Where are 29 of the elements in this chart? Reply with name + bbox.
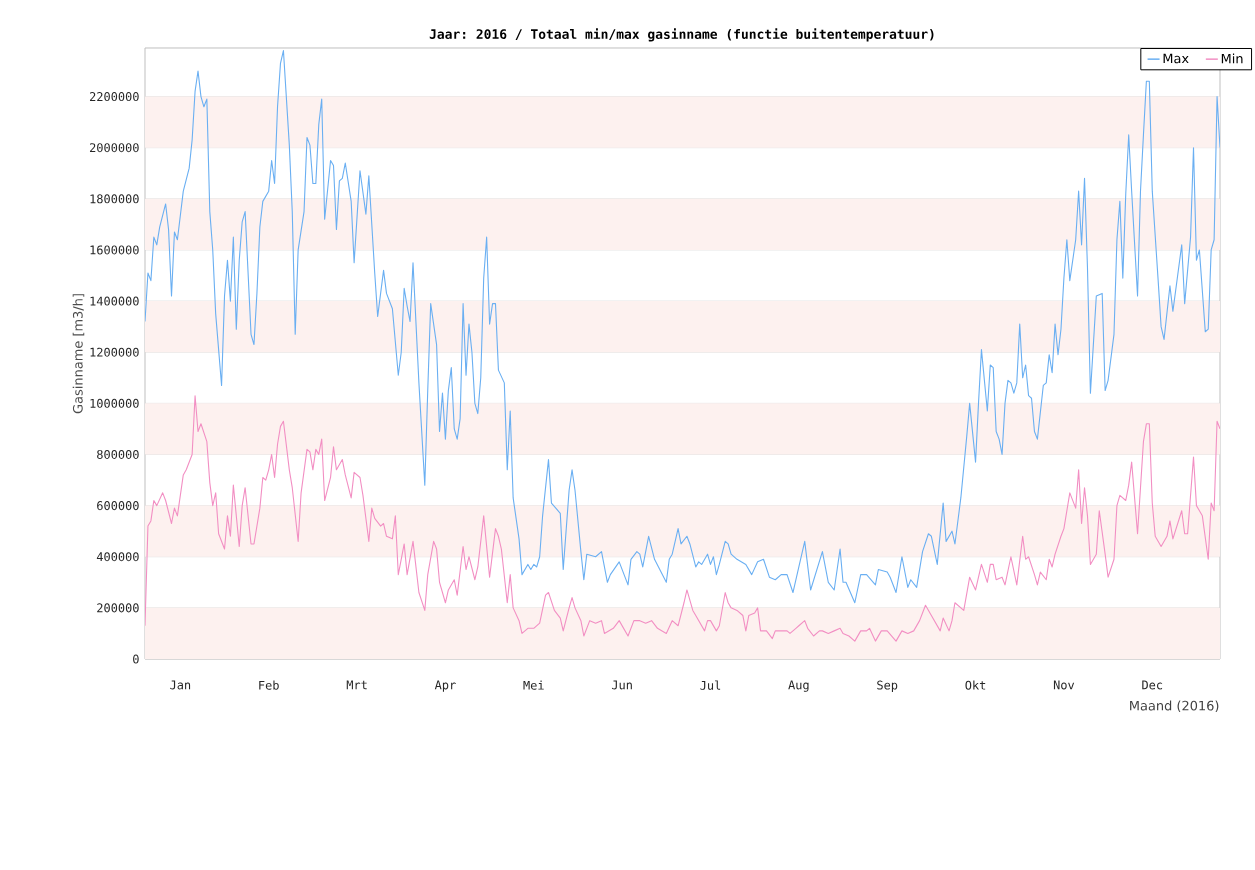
y-tick-label: 1600000 (90, 245, 139, 255)
x-tick-label: Aug (788, 680, 809, 692)
y-tick-label: 400000 (96, 552, 139, 562)
x-tick-label: Jul (700, 680, 721, 690)
y-tick-label: 1800000 (90, 194, 139, 204)
legend-label: Max (1163, 53, 1189, 64)
x-tick-label: Mrt (346, 680, 367, 690)
x-tick-label: Apr (434, 680, 456, 692)
x-tick-label: Mei (523, 680, 544, 690)
y-tick-label: 1000000 (90, 398, 139, 408)
x-tick-label: Jan (170, 680, 191, 690)
x-tick-label: Okt (965, 680, 986, 690)
x-tick-label: Dec (1142, 680, 1163, 690)
y-tick-label: 1400000 (90, 296, 139, 306)
x-tick-label: Jun (611, 680, 632, 690)
x-tick-label: Sep (877, 680, 898, 692)
y-tick-label: 0 (133, 654, 139, 664)
y-axis-title: Gasinname [m3/h] (72, 294, 85, 414)
y-tick-label: 2000000 (89, 143, 139, 153)
x-tick-label: Feb (259, 680, 279, 690)
x-tick-label: Nov (1053, 680, 1075, 690)
y-tick-label: 800000 (97, 449, 139, 459)
y-tick-label: 2200000 (89, 92, 139, 102)
chart-title: Jaar: 2016 / Totaal min/max gasinname (functie buitentemperatuur) (429, 28, 934, 42)
y-tick-label: 1200000 (90, 347, 139, 357)
y-tick-label: 200000 (97, 603, 139, 613)
legend-label: Min (1221, 53, 1243, 64)
x-axis-title: Maand (2016) (1130, 700, 1219, 713)
y-tick-label: 600000 (97, 501, 139, 511)
